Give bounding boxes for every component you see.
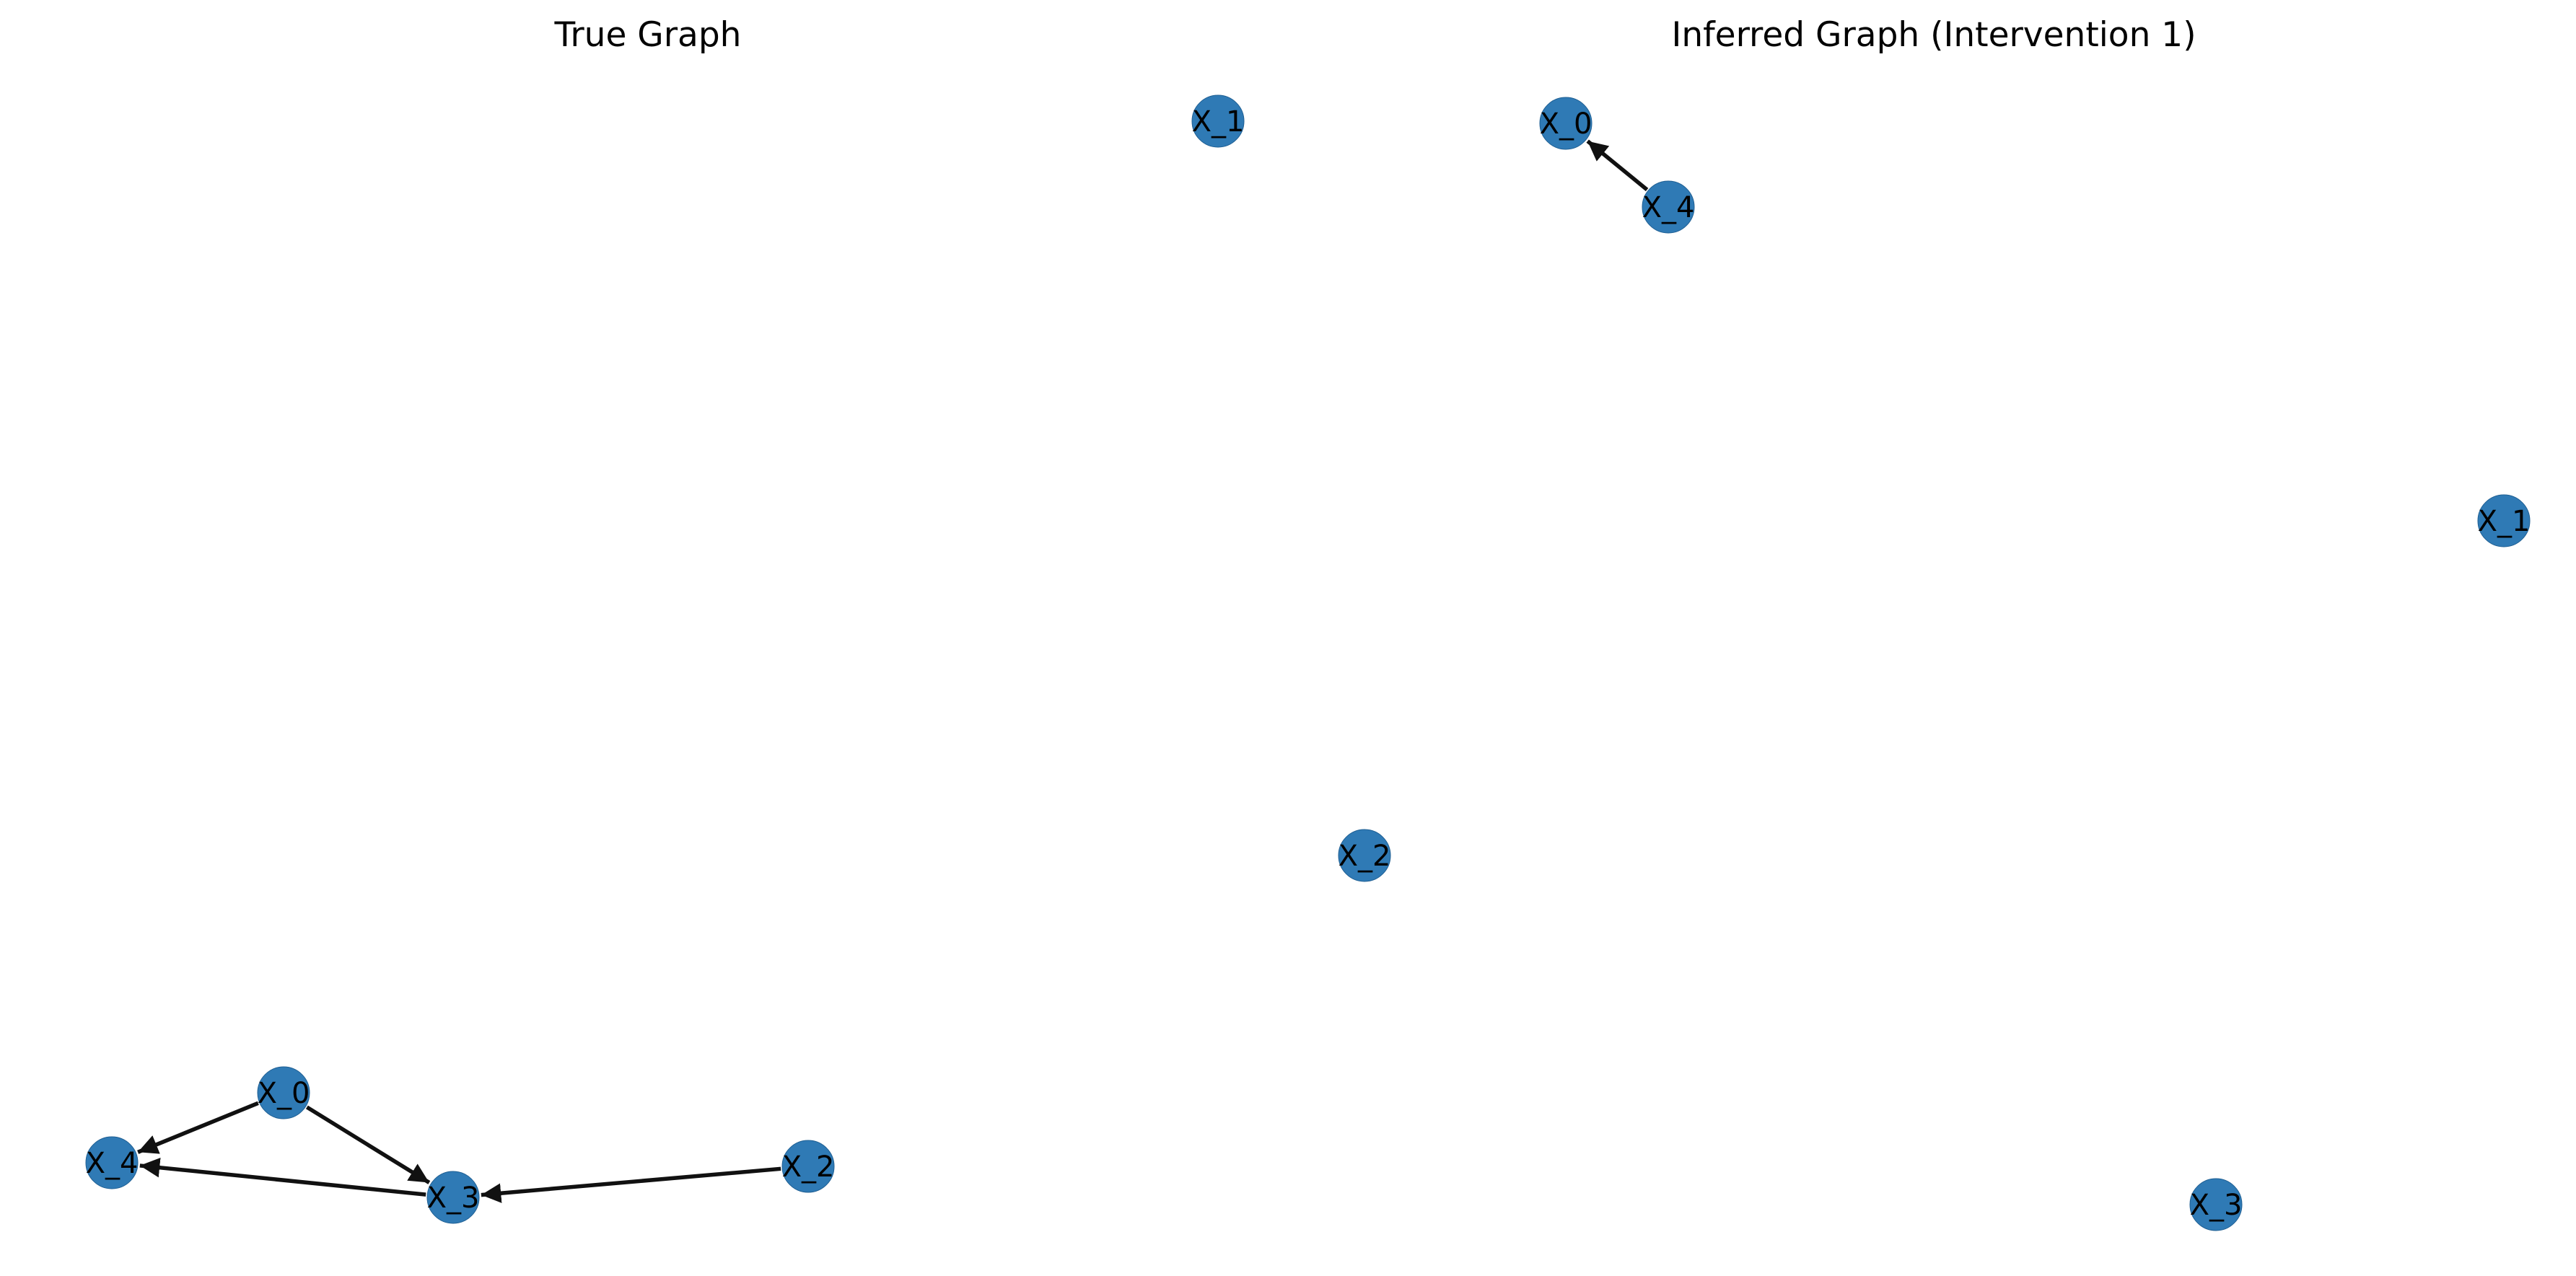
node-circle (85, 1136, 139, 1189)
inferred-graph-node-x_3: X_3 (2189, 1178, 2243, 1231)
true-graph-node-x_2: X_2 (781, 1140, 835, 1193)
node-circle (1539, 97, 1593, 150)
inferred-graph-node-x_2: X_2 (1338, 829, 1391, 882)
true-graph-edges (137, 1101, 781, 1203)
node-label: X_0 (1540, 107, 1593, 141)
true-graph-edge-x_0-to-x_3 (305, 1105, 431, 1184)
inferred-graph-title: Inferred Graph (Intervention 1) (1671, 15, 2196, 55)
node-circle (2477, 494, 2531, 547)
true-graph-title: True Graph (554, 15, 742, 55)
node-circle (1642, 180, 1695, 234)
true-graph-node-x_4: X_4 (85, 1136, 139, 1189)
inferred-graph-panel: Inferred Graph (Intervention 1) X_0X_1X_… (1338, 15, 2531, 1231)
node-circle (1338, 829, 1391, 882)
node-label: X_1 (2478, 505, 2531, 538)
inferred-graph-node-x_0: X_0 (1539, 97, 1593, 150)
true-graph-nodes: X_0 X_1 X_2 X_3 X_4 (85, 94, 1245, 1224)
node-label: X_4 (1642, 191, 1695, 224)
node-label: X_0 (258, 1077, 310, 1110)
true-graph-node-x_1: X_1 (1191, 94, 1245, 148)
node-label: X_2 (782, 1150, 835, 1184)
inferred-graph-edges (1586, 139, 1649, 192)
node-label: X_3 (427, 1182, 480, 1215)
node-label: X_4 (86, 1147, 139, 1180)
node-label: X_3 (2190, 1189, 2243, 1222)
node-circle (426, 1171, 480, 1224)
inferred-graph-node-x_1: X_1 (2477, 494, 2531, 547)
node-label: X_2 (1339, 840, 1391, 873)
node-circle (781, 1140, 835, 1193)
true-graph-edge-x_3-to-x_4 (139, 1158, 426, 1197)
true-graph-node-x_0: X_0 (257, 1066, 310, 1119)
inferred-graph-node-x_4: X_4 (1642, 180, 1695, 234)
true-graph-edge-x_0-to-x_4 (137, 1101, 259, 1154)
node-circle (257, 1066, 310, 1119)
node-circle (1191, 94, 1245, 148)
node-circle (2189, 1178, 2243, 1231)
node-label: X_1 (1192, 105, 1245, 138)
inferred-graph-edge-x_4-to-x_0 (1586, 139, 1649, 192)
true-graph-node-x_3: X_3 (426, 1171, 480, 1224)
true-graph-panel: True Graph X_0 X_1 X_2 X_3 X_4 (85, 15, 1245, 1224)
true-graph-edge-x_2-to-x_3 (481, 1166, 781, 1203)
inferred-graph-nodes: X_0 X_1 X_2 X_3 X_4 (1338, 97, 2531, 1231)
